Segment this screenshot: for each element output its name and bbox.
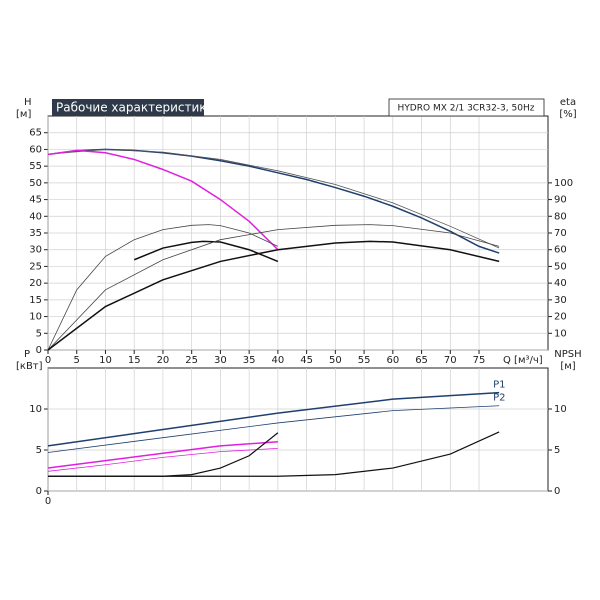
- y-axis-unit: [м]: [16, 109, 31, 120]
- x-axis-label: Q [м³/ч]: [503, 355, 543, 366]
- y2-axis-label: NPSH: [554, 349, 581, 360]
- y-tick-label: 10: [29, 312, 42, 323]
- series-line: [47, 149, 279, 251]
- series-line: [47, 224, 500, 351]
- y2-axis-unit: [%]: [559, 109, 576, 120]
- x-tick-label: 0: [45, 496, 51, 507]
- x-tick-label: 70: [444, 355, 457, 366]
- x-tick-label: 50: [329, 355, 342, 366]
- y2-tick-label: 5: [554, 445, 560, 456]
- y2-tick-label: 100: [554, 178, 573, 189]
- y2-tick-label: 0: [554, 486, 560, 497]
- y-tick-label: 30: [29, 245, 42, 256]
- series-line: [47, 149, 500, 249]
- x-tick-label: 40: [272, 355, 285, 366]
- y-tick-label: 60: [29, 144, 42, 155]
- series-line: [47, 240, 500, 351]
- title-box: [52, 99, 204, 116]
- x-tick-label: 15: [128, 355, 141, 366]
- x-tick-label: 25: [185, 355, 198, 366]
- y-axis-label: P: [24, 349, 30, 360]
- x-tick-label: 5: [74, 355, 80, 366]
- y-tick-label: 10: [29, 404, 42, 415]
- y2-axis-label: eta: [560, 97, 576, 108]
- y-axis-unit: [кВт]: [16, 361, 43, 372]
- y-tick-label: 25: [29, 261, 42, 272]
- subtitle-box: [388, 98, 545, 117]
- series-line: [47, 441, 278, 469]
- y-tick-label: 5: [36, 445, 42, 456]
- y2-tick-label: 70: [554, 228, 567, 239]
- y2-tick-label: 60: [554, 245, 567, 256]
- y-tick-label: 5: [36, 328, 42, 339]
- y2-tick-label: 80: [554, 211, 567, 222]
- series-line: [47, 405, 500, 453]
- series-line: [47, 224, 279, 351]
- x-tick-label: 10: [99, 355, 112, 366]
- y2-tick-label: 10: [554, 328, 567, 339]
- x-tick-label: 75: [473, 355, 486, 366]
- annotation: P1: [493, 380, 505, 391]
- x-tick-label: 55: [358, 355, 371, 366]
- x-tick-label: 65: [415, 355, 428, 366]
- y2-tick-label: 10: [554, 404, 567, 415]
- y-tick-label: 20: [29, 278, 42, 289]
- y2-tick-label: 20: [554, 312, 567, 323]
- x-tick-label: 45: [300, 355, 313, 366]
- chart-subtitle: HYDRO MX 2/1 3CR32-3, 50Hz: [398, 104, 535, 114]
- y-tick-label: 0: [36, 345, 42, 356]
- y-tick-label: 15: [29, 295, 42, 306]
- y-tick-label: 40: [29, 211, 42, 222]
- y2-tick-label: 30: [554, 295, 567, 306]
- y2-tick-label: 50: [554, 261, 567, 272]
- series-line: [48, 431, 500, 477]
- x-tick-label: 30: [214, 355, 227, 366]
- x-tick-label: 35: [243, 355, 256, 366]
- x-tick-label: 60: [386, 355, 399, 366]
- y-tick-label: 35: [29, 228, 42, 239]
- y2-tick-label: 40: [554, 278, 567, 289]
- y-axis-label: H: [24, 97, 32, 108]
- series-line: [47, 391, 500, 447]
- y2-axis-unit: [м]: [560, 361, 575, 372]
- series-line: [47, 447, 278, 472]
- series-line: [133, 240, 279, 263]
- y-tick-label: 45: [29, 195, 42, 206]
- y-tick-label: 55: [29, 161, 42, 172]
- plot-area: [47, 367, 549, 492]
- y-tick-label: 50: [29, 178, 42, 189]
- y2-tick-label: 90: [554, 195, 567, 206]
- annotation: P2: [493, 393, 505, 404]
- y-tick-label: 65: [29, 128, 42, 139]
- chart-title: Рабочие характеристики: [56, 101, 214, 115]
- y-tick-label: 0: [36, 486, 42, 497]
- x-tick-label: 20: [157, 355, 170, 366]
- x-tick-label: 0: [45, 355, 51, 366]
